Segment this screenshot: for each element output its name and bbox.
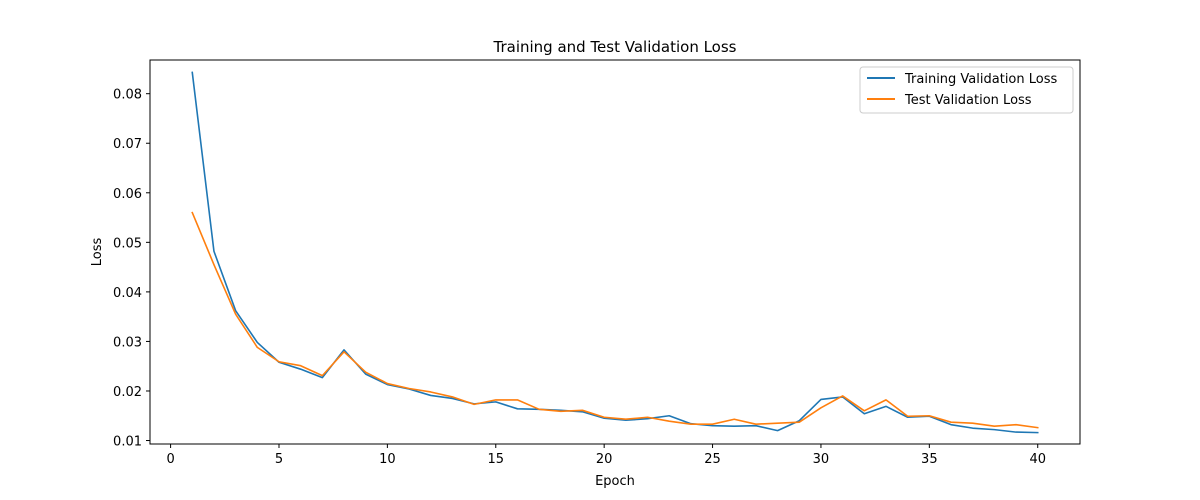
y-tick-label: 0.05 bbox=[113, 236, 142, 251]
x-tick-label: 0 bbox=[166, 452, 174, 467]
legend-box bbox=[859, 66, 1074, 114]
legend: Training Validation Loss Test Validation… bbox=[859, 66, 1074, 114]
y-tick-label: 0.01 bbox=[113, 435, 142, 450]
y-tick-label: 0.06 bbox=[113, 187, 142, 202]
x-axis-label: Epoch bbox=[595, 474, 635, 489]
y-tick-label: 0.02 bbox=[113, 385, 142, 400]
series-line-training bbox=[191, 71, 1039, 434]
legend-label-training: Training Validation Loss bbox=[904, 72, 1057, 87]
y-tick-label: 0.07 bbox=[113, 137, 142, 152]
y-axis-label: Loss bbox=[90, 238, 105, 267]
y-axis: 0.01 0.02 0.03 0.04 0.05 0.06 0.07 0.08 bbox=[113, 88, 150, 450]
y-tick-label: 0.08 bbox=[113, 88, 142, 103]
x-tick-label: 15 bbox=[487, 452, 504, 467]
x-tick-label: 40 bbox=[1029, 452, 1046, 467]
y-tick-label: 0.04 bbox=[113, 286, 142, 301]
x-tick-label: 35 bbox=[921, 452, 938, 467]
plot-layer bbox=[191, 71, 1039, 434]
x-tick-label: 5 bbox=[275, 452, 283, 467]
chart-title: Training and Test Validation Loss bbox=[493, 38, 737, 56]
axes-frame bbox=[149, 59, 1081, 445]
y-tick-label: 0.03 bbox=[113, 335, 142, 350]
x-tick-label: 25 bbox=[704, 452, 721, 467]
series-line-test bbox=[191, 211, 1039, 429]
x-tick-label: 30 bbox=[813, 452, 830, 467]
legend-label-test: Test Validation Loss bbox=[904, 93, 1032, 108]
x-tick-label: 10 bbox=[379, 452, 396, 467]
x-tick-label: 20 bbox=[596, 452, 613, 467]
x-axis: 0 5 10 15 20 25 30 35 40 bbox=[166, 444, 1046, 467]
